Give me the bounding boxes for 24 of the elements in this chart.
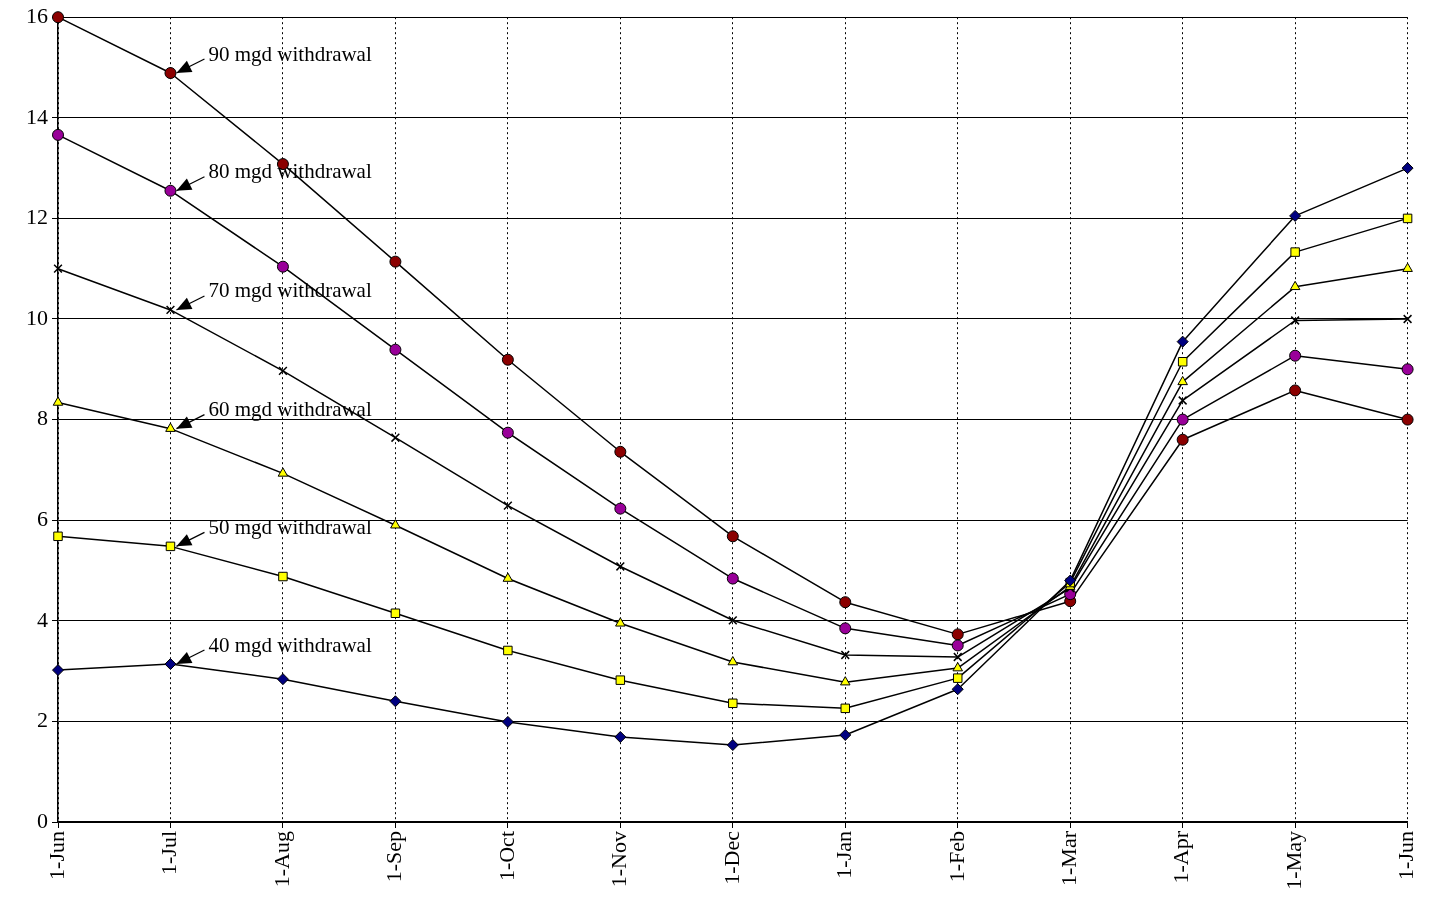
x-tick-label: 1-Nov xyxy=(606,831,632,888)
y-tick-label: 12 xyxy=(26,204,48,230)
y-tick-label: 14 xyxy=(26,103,48,129)
y-tick-label: 16 xyxy=(26,2,48,28)
y-tick-label: 6 xyxy=(37,505,48,531)
x-tick-label: 1-Dec xyxy=(718,830,744,885)
x-tick-label: 1-Oct xyxy=(493,831,519,882)
x-tick-label: 1-Jan xyxy=(831,831,857,879)
y-tick-label: 2 xyxy=(37,707,48,733)
annotation: 40 mgd withdrawal xyxy=(208,632,372,657)
x-tick-label: 1-May xyxy=(1280,831,1306,890)
x-tick-label: 1-Feb xyxy=(943,831,969,883)
x-tick-label: 1-Mar xyxy=(1055,830,1081,886)
y-tick-label: 4 xyxy=(37,606,48,632)
x-tick-label: 1-Jul xyxy=(156,831,182,875)
annotation: 90 mgd withdrawal xyxy=(208,41,372,66)
x-tick-label: 1-Apr xyxy=(1168,830,1194,884)
x-tick-label: 1-Aug xyxy=(268,831,294,888)
x-tick-label: 1-Jun xyxy=(43,831,69,880)
y-tick-label: 8 xyxy=(37,405,48,431)
y-tick-label: 10 xyxy=(26,304,48,330)
y-tick-label: 0 xyxy=(37,807,48,833)
x-tick-label: 1-Jun xyxy=(1393,831,1419,880)
x-tick-label: 1-Sep xyxy=(381,831,407,883)
